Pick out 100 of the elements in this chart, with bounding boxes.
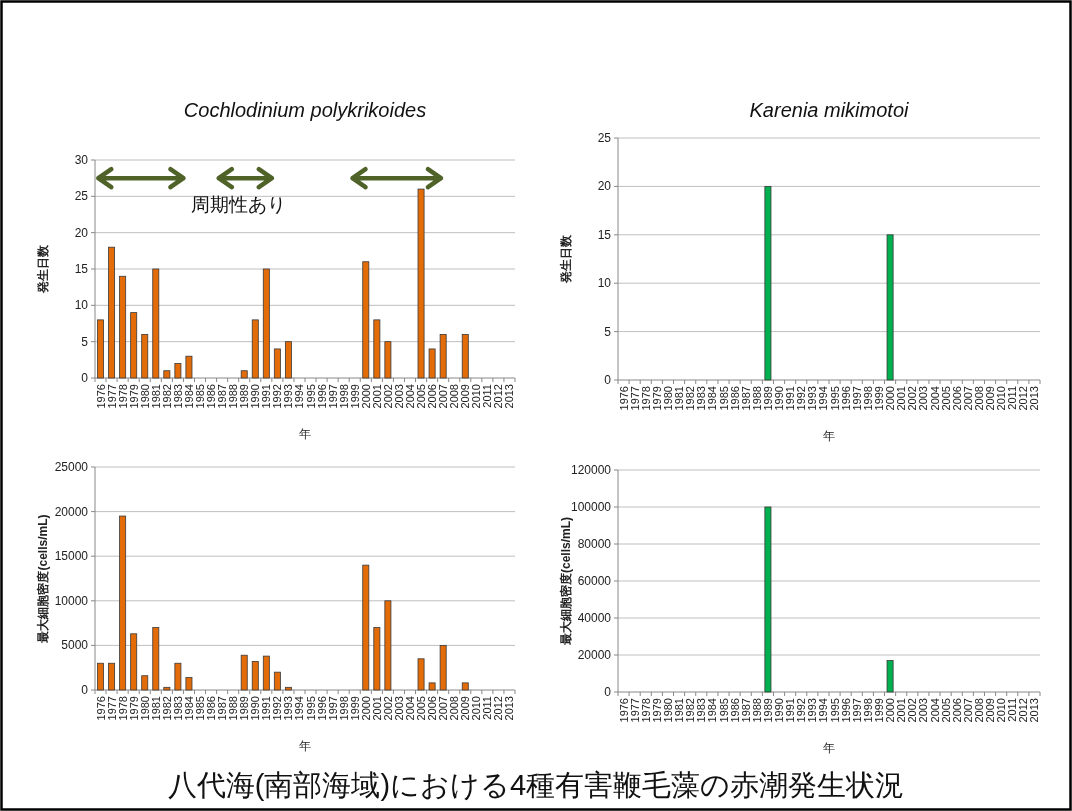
x-tick-label: 1995 [828, 386, 841, 411]
y-tick-label: 0 [81, 371, 89, 385]
x-tick-label: 1997 [326, 696, 339, 721]
x-tick-label: 2013 [1028, 698, 1041, 723]
x-tick-label: 2000 [359, 696, 372, 721]
x-tick-label: 2006 [950, 386, 963, 411]
x-tick-label: 2003 [392, 384, 405, 409]
chart-title: Karenia mikimotoi [749, 99, 910, 121]
x-tick-label: 2007 [961, 698, 974, 723]
y-tick-label: 15 [597, 227, 612, 242]
x-tick-label: 1986 [728, 698, 741, 723]
x-tick-label: 2005 [939, 386, 952, 411]
x-tick-label: 1985 [717, 386, 730, 411]
x-tick-label: 2011 [1006, 386, 1019, 410]
y-tick-label: 20 [597, 179, 612, 194]
x-tick-label: 1982 [160, 696, 173, 721]
x-tick-label: 2009 [459, 384, 472, 409]
x-tick-label: 1993 [806, 698, 819, 723]
x-tick-label: 2001 [895, 698, 908, 723]
x-tick-label: 2003 [917, 698, 930, 723]
x-tick-label: 1984 [182, 384, 195, 409]
x-tick-label: 1978 [639, 698, 652, 723]
x-tick-label: 1978 [639, 386, 652, 411]
x-tick-label: 2011 [481, 384, 494, 408]
x-tick-label: 1992 [795, 698, 808, 723]
x-tick-label: 1989 [238, 696, 251, 721]
x-tick-label: 1984 [706, 698, 719, 723]
x-tick-label: 1993 [806, 386, 819, 411]
y-tick-label: 5 [81, 334, 89, 349]
x-tick-label: 1987 [739, 698, 752, 723]
x-tick-label: 1976 [94, 384, 107, 409]
x-tick-label: 1987 [216, 696, 229, 721]
x-tick-label: 1990 [249, 384, 262, 409]
x-tick-label: 1996 [315, 384, 328, 409]
x-tick-label: 2000 [359, 384, 372, 409]
y-tick-label: 25 [597, 131, 612, 145]
x-tick-label: 1984 [706, 386, 719, 411]
text: 八代海(南部海域)における4種有害鞭毛藻の赤潮発生状況 [167, 769, 905, 801]
x-tick-label: 1981 [149, 384, 162, 409]
x-tick-label: 1979 [650, 386, 663, 411]
x-tick-label: 1997 [850, 386, 863, 411]
x-tick-label: 1979 [650, 698, 663, 723]
x-tick-label: 1976 [617, 698, 630, 723]
y-tick-label: 20000 [54, 504, 89, 519]
x-tick-label: 1986 [728, 386, 741, 411]
x-tick-label: 1998 [861, 698, 874, 723]
x-tick-label: 1992 [795, 386, 808, 411]
x-tick-label: 2003 [917, 386, 930, 411]
chart-title: Cochlodinium polykrikoides [183, 99, 427, 121]
y-tick-label: 20 [74, 225, 89, 240]
x-tick-label: 1977 [628, 698, 641, 723]
x-tick-label: 2009 [984, 698, 997, 723]
x-tick-label: 1988 [750, 386, 763, 411]
x-tick-label: 2013 [1028, 386, 1041, 411]
x-tick-label: 2012 [1017, 698, 1030, 723]
x-tick-label: 1991 [784, 698, 797, 723]
x-tick-label: 2012 [492, 384, 505, 409]
y-tick-label: 5000 [61, 638, 89, 653]
y-tick-label: 0 [604, 685, 612, 699]
x-tick-label: 2005 [939, 698, 952, 723]
x-tick-label: 2008 [448, 696, 461, 721]
x-tick-label: 1998 [337, 696, 350, 721]
x-tick-label: 1983 [695, 386, 708, 411]
x-tick-label: 1999 [348, 384, 361, 409]
y-tick-label: 40000 [577, 611, 612, 625]
x-tick-label: 1996 [839, 698, 852, 723]
x-tick-label: 1982 [160, 384, 173, 409]
x-tick-label: 1993 [282, 696, 295, 721]
x-tick-label: 2013 [503, 696, 516, 721]
x-tick-label: 1980 [661, 386, 674, 411]
x-tick-label: 1992 [271, 696, 284, 721]
x-tick-label: 1994 [817, 386, 830, 411]
x-tick-label: 2002 [381, 384, 394, 409]
x-tick-label: 2009 [984, 386, 997, 411]
x-tick-label: 1989 [761, 698, 774, 723]
x-tick-label: 1982 [684, 698, 697, 723]
x-tick-label: 2006 [426, 696, 439, 721]
x-tick-label: 2011 [481, 696, 494, 720]
x-tick-label: 2006 [950, 698, 963, 723]
x-tick-label: 2010 [995, 386, 1008, 411]
x-tick-label: 1995 [304, 384, 317, 409]
x-tick-label: 2008 [448, 384, 461, 409]
x-tick-label: 2000 [884, 386, 897, 411]
x-tick-label: 1976 [617, 386, 630, 411]
y-axis-title: 発生日数 [559, 234, 573, 284]
x-tick-label: 1987 [216, 384, 229, 409]
x-tick-label: 2007 [437, 384, 450, 409]
y-axis-title: 発生日数 [36, 244, 50, 294]
y-axis-title: 最大細胞密度(cells/mL) [36, 514, 50, 644]
x-tick-label: 1996 [315, 696, 328, 721]
x-tick-label: 2000 [884, 698, 897, 723]
x-tick-label: 2006 [426, 384, 439, 409]
x-tick-label: 1980 [138, 696, 151, 721]
x-tick-label: 1989 [761, 386, 774, 411]
x-tick-label: 1980 [138, 384, 151, 409]
x-tick-label: 2007 [437, 696, 450, 721]
y-tick-label: 80000 [577, 537, 612, 551]
x-tick-label: 2011 [1006, 698, 1019, 722]
x-tick-label: 1994 [293, 696, 306, 721]
x-tick-label: 1978 [116, 384, 129, 409]
